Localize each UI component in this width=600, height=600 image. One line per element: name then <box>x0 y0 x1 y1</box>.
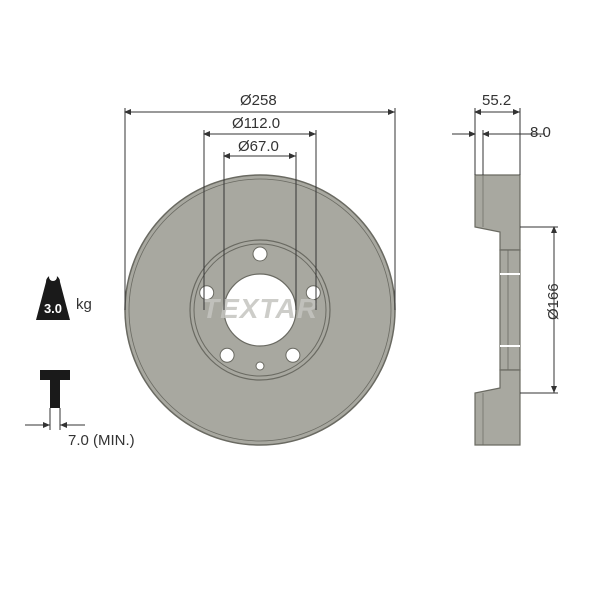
weight-unit-label: kg <box>76 296 92 313</box>
bolt-circle-label: Ø112.0 <box>232 115 280 132</box>
min-thickness-icon <box>25 370 85 430</box>
min-thickness-label: 7.0 (MIN.) <box>68 432 135 449</box>
hub-diameter-label: Ø166 <box>545 283 562 320</box>
outer-diameter-label: Ø258 <box>240 92 277 109</box>
center-bore-label: Ø67.0 <box>238 138 279 155</box>
thickness-label: 8.0 <box>530 124 551 141</box>
side-view <box>475 175 520 445</box>
offset-label: 55.2 <box>482 92 511 109</box>
brand-watermark: TEXTAR <box>202 293 318 324</box>
weight-value: 3.0 <box>44 301 62 316</box>
